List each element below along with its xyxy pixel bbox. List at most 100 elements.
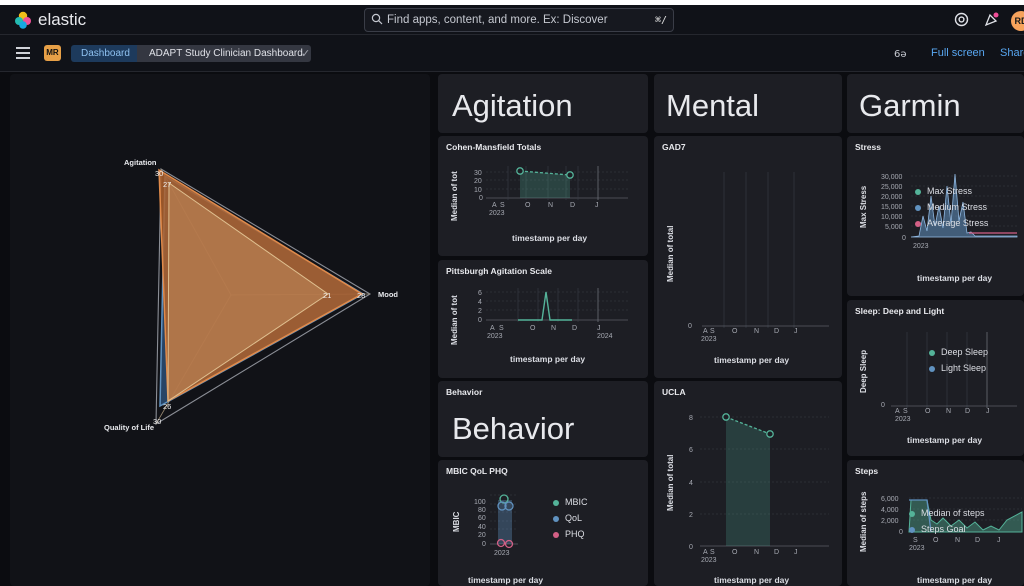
tick-label: D — [774, 549, 779, 556]
tick-label: 20,000 — [881, 194, 903, 201]
tick-label: S — [710, 549, 715, 556]
search-shortcut: ⌘/ — [654, 15, 667, 26]
tick-label: O — [530, 325, 536, 332]
value-mood-max: 28 — [357, 291, 365, 300]
tick-label: 2023 — [494, 550, 510, 557]
tick-label: 0 — [881, 402, 885, 409]
tick-label: N — [754, 549, 759, 556]
tick-label: 0 — [899, 529, 903, 536]
value-mood-inner: 21 — [323, 291, 331, 300]
space-badge[interactable]: MR — [44, 45, 61, 61]
tick-label: 60 — [478, 515, 486, 522]
tick-label: S — [903, 408, 908, 415]
tick-label: N — [955, 537, 960, 544]
value-qol-max: 30 — [153, 417, 161, 426]
breadcrumb-bar: MR Dashboard ADAPT Study Clinician Dashb… — [0, 35, 1024, 72]
value-agitation-inner: 27 — [163, 180, 171, 189]
tick-label: 20 — [474, 178, 482, 185]
tick-label: 2024 — [597, 333, 613, 340]
tick-label: 30,000 — [881, 174, 903, 181]
panel-title: Cohen-Mansfield Totals — [446, 142, 542, 152]
tick-label: 25,000 — [881, 184, 903, 191]
legend-item[interactable]: QoL — [553, 513, 582, 523]
agitation-header-panel: Agitation — [438, 74, 648, 133]
news-feed-icon[interactable] — [984, 12, 999, 27]
tick-label: 80 — [478, 507, 486, 514]
brand-name[interactable]: elastic — [38, 10, 87, 29]
panel-title: Pittsburgh Agitation Scale — [446, 266, 552, 276]
axis-label-agitation: Agitation — [124, 158, 157, 167]
legend-item[interactable]: Steps Goal — [909, 524, 966, 534]
panel-title: GAD7 — [662, 142, 686, 152]
tick-label: 20 — [478, 532, 486, 539]
share-link[interactable]: Share — [1000, 47, 1024, 59]
kibana-app: elastic Find apps, content, and more. Ex… — [0, 5, 1024, 586]
tick-label: 2023 — [489, 210, 505, 217]
breadcrumb-current: ADAPT Study Clinician Dashboard — [137, 45, 311, 62]
legend-item[interactable]: Max Stress — [915, 186, 972, 196]
tick-label: S — [710, 328, 715, 335]
tick-label: A — [703, 328, 708, 335]
menu-toggle-icon[interactable] — [16, 47, 30, 59]
mental-header-panel: Mental — [654, 74, 842, 133]
behavior-header-panel: Behavior Behavior — [438, 381, 648, 457]
tick-label: 4 — [689, 480, 693, 487]
tick-label: A — [490, 325, 495, 332]
agitation-heading: Agitation — [452, 88, 573, 123]
tick-label: 0 — [902, 235, 906, 242]
tick-label: 0 — [689, 544, 693, 551]
tick-label: D — [572, 325, 577, 332]
tick-label: 4 — [478, 299, 482, 306]
tick-label: 2023 — [701, 336, 717, 343]
legend-item[interactable]: Medium Stress — [915, 202, 987, 212]
tick-label: S — [500, 202, 505, 209]
x-axis-label: timestamp per day — [468, 575, 544, 585]
tick-label: 6 — [689, 447, 693, 454]
tick-label: 30 — [474, 170, 482, 177]
tick-label: 2,000 — [881, 518, 899, 525]
value-agitation-max: 30 — [155, 169, 163, 178]
legend-item[interactable]: Deep Sleep — [929, 347, 988, 357]
tick-label: O — [525, 202, 531, 209]
mental-heading: Mental — [666, 88, 760, 123]
legend-item[interactable]: Light Sleep — [929, 363, 986, 373]
tick-label: 100 — [474, 499, 486, 506]
tick-label: 40 — [478, 524, 486, 531]
legend-item[interactable]: Average Stress — [915, 218, 988, 228]
legend-item[interactable]: MBIC — [553, 497, 588, 507]
panel-title: Behavior — [446, 387, 483, 397]
elastic-logo-icon[interactable] — [14, 11, 32, 29]
fullscreen-link[interactable]: Full screen — [931, 47, 985, 59]
pittsburgh-panel: Pittsburgh Agitation Scale Median of tot… — [438, 260, 648, 378]
breadcrumb-dashboard[interactable]: Dashboard — [71, 45, 142, 62]
legend-item[interactable]: PHQ — [553, 529, 585, 539]
value-qol-inner: 26 — [163, 402, 171, 411]
x-axis-label: timestamp per day — [714, 355, 790, 365]
tick-label: S — [499, 325, 504, 332]
tick-label: J — [986, 408, 990, 415]
user-avatar[interactable]: RD — [1011, 11, 1024, 31]
tick-label: J — [595, 202, 599, 209]
legend-item[interactable]: Median of steps — [909, 508, 985, 518]
help-icon[interactable] — [954, 12, 969, 27]
tick-label: 2023 — [909, 545, 925, 552]
x-axis-label: timestamp per day — [510, 354, 586, 364]
tick-label: 0 — [482, 541, 486, 548]
tick-label: S — [913, 537, 918, 544]
tick-label: J — [997, 537, 1001, 544]
glasses-icon[interactable]: 6ə — [893, 47, 909, 59]
global-search-input[interactable]: Find apps, content, and more. Ex: Discov… — [364, 8, 674, 32]
tick-label: D — [965, 408, 970, 415]
tick-label: 0 — [478, 317, 482, 324]
tick-label: J — [794, 549, 798, 556]
tick-label: N — [946, 408, 951, 415]
tick-label: O — [732, 328, 738, 335]
checkmark-icon[interactable]: ✓ — [301, 48, 311, 60]
tick-label: 2 — [689, 512, 693, 519]
behavior-heading: Behavior — [452, 411, 575, 446]
